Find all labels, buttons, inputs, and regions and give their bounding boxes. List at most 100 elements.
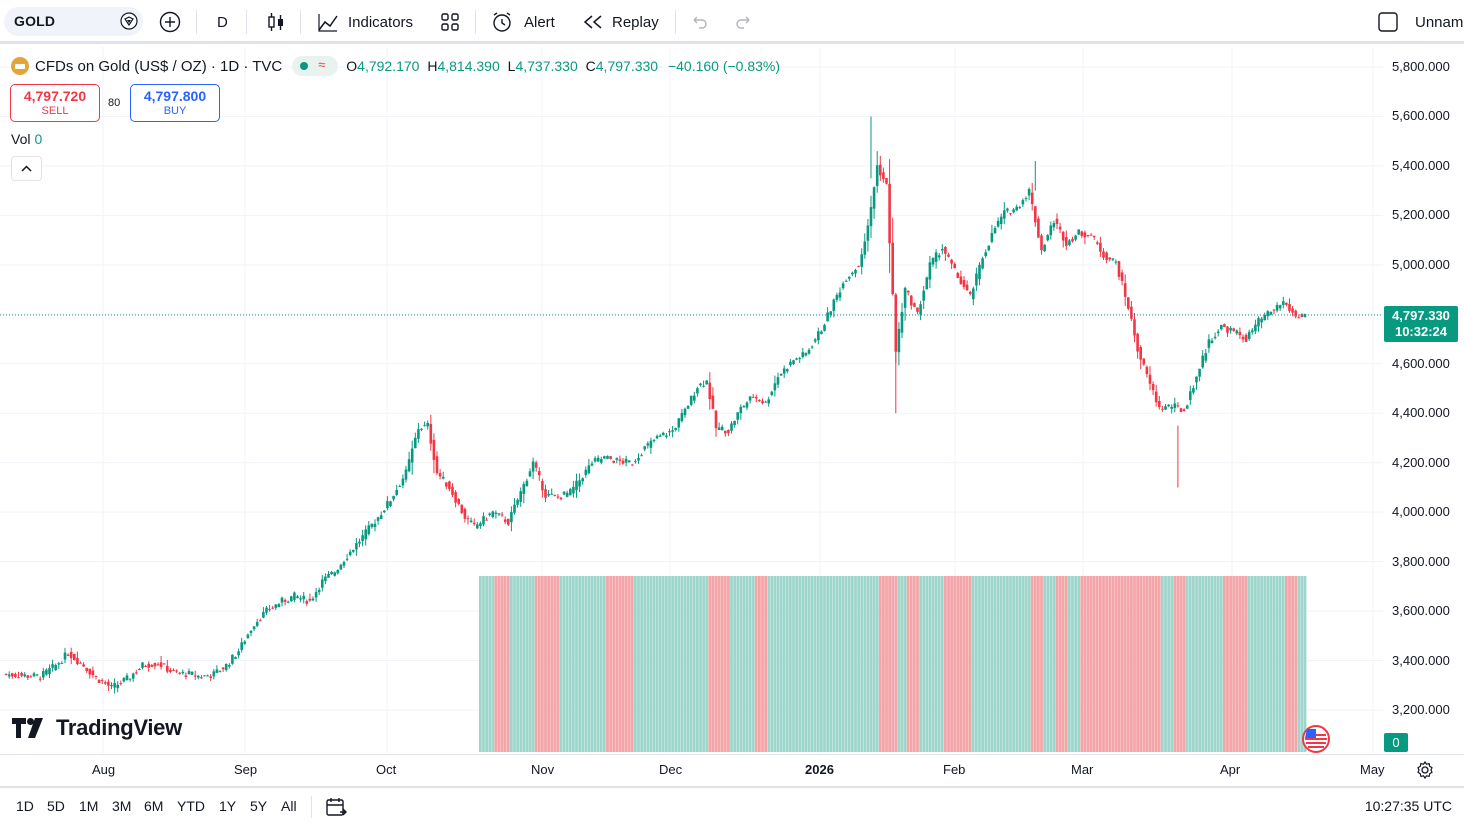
collapse-legend-button[interactable] <box>11 156 42 181</box>
range-1y-button[interactable]: 1Y <box>219 798 237 814</box>
candle-body <box>637 458 640 461</box>
candle-body <box>786 369 789 372</box>
candle-body <box>544 489 547 498</box>
volume-bar <box>674 576 678 752</box>
volume-bar <box>844 576 848 752</box>
range-5d-button[interactable]: 5D <box>47 798 65 814</box>
candle-body <box>1192 388 1195 393</box>
volume-bar <box>1263 576 1267 752</box>
price-tick-label: 4,200.000 <box>1392 454 1450 470</box>
sell-price: 4,797.720 <box>23 88 87 104</box>
candle-body <box>590 463 594 466</box>
candle-body <box>891 242 894 295</box>
candle-body <box>1204 353 1208 361</box>
candle-body <box>522 483 526 494</box>
volume-bar <box>606 576 609 752</box>
range-6m-button[interactable]: 6M <box>144 798 164 814</box>
tradingview-logo[interactable]: TradingView <box>12 715 182 741</box>
sell-button[interactable]: 4,797.720 SELL <box>10 84 100 122</box>
volume-bar <box>643 576 647 752</box>
candle-body <box>17 677 20 679</box>
buy-button[interactable]: 4,797.800 BUY <box>130 84 220 122</box>
chart-type-button[interactable] <box>265 8 287 36</box>
candle-body <box>1210 340 1214 344</box>
candle-body <box>82 664 85 667</box>
volume-bar <box>789 576 792 752</box>
price-tick-label: 4,400.000 <box>1392 405 1450 421</box>
volume-bar <box>513 576 516 752</box>
volume-bar <box>761 576 764 752</box>
indicators-button[interactable]: Indicators <box>316 8 413 36</box>
volume-label: Vol <box>11 131 31 147</box>
volume-bar <box>1232 576 1236 752</box>
volume-bar <box>919 576 922 752</box>
candle-body <box>835 294 839 300</box>
candle-body <box>773 383 777 391</box>
symbol-search[interactable]: GOLD <box>4 7 143 36</box>
volume-bar <box>531 576 535 752</box>
volume-bar <box>593 576 597 752</box>
candle-body <box>649 440 653 448</box>
range-all-button[interactable]: All <box>281 798 297 814</box>
market-status[interactable]: ≈ <box>292 56 339 76</box>
candle-body <box>494 512 498 515</box>
time-axis[interactable]: Aug Sep Oct Nov Dec 2026 Feb Mar Apr May <box>0 754 1464 784</box>
volume-bar <box>1198 576 1201 752</box>
candle-body <box>333 572 336 576</box>
candle-body <box>14 673 17 677</box>
candle-body <box>603 456 606 459</box>
us-flag-icon[interactable] <box>1302 725 1330 753</box>
candle-body <box>23 674 26 677</box>
symbol-title[interactable]: CFDs on Gold (US$ / OZ) · 1D · TVC <box>35 57 283 75</box>
candle-body <box>73 653 76 661</box>
range-1m-button[interactable]: 1M <box>79 798 99 814</box>
range-3m-button[interactable]: 3M <box>112 798 132 814</box>
replay-button[interactable]: Replay <box>582 8 659 36</box>
redo-icon <box>736 16 750 29</box>
volume-bar <box>913 576 916 752</box>
volume-legend[interactable]: Vol 0 <box>11 131 42 147</box>
volume-bar <box>720 576 724 752</box>
volume-bar <box>1260 576 1263 752</box>
candle-body <box>379 515 383 519</box>
range-5y-button[interactable]: 5Y <box>250 798 268 814</box>
candle-body <box>497 513 501 515</box>
candle-body <box>290 596 293 602</box>
candle-body <box>131 673 135 679</box>
layout-button[interactable]: Unnam <box>1377 8 1463 36</box>
interval-button[interactable]: D <box>217 8 228 36</box>
range-1d-button[interactable]: 1D <box>16 798 34 814</box>
volume-bar <box>903 576 907 752</box>
calendar-icon[interactable] <box>324 795 348 819</box>
candle-body <box>457 499 460 504</box>
candle-body <box>283 600 287 602</box>
volume-bar <box>1037 576 1040 752</box>
range-ytd-button[interactable]: YTD <box>177 798 205 814</box>
undo-button[interactable] <box>690 8 710 36</box>
volume-bar <box>497 576 501 752</box>
alert-button[interactable]: Alert <box>490 8 555 36</box>
high-value: 4,814.390 <box>437 58 500 74</box>
compare-button[interactable] <box>158 8 182 36</box>
candle-body <box>764 401 767 403</box>
interval-label: D <box>217 13 228 31</box>
utc-clock[interactable]: 10:27:35 UTC <box>1364 798 1452 814</box>
volume-bar <box>1213 576 1217 752</box>
volume-bar <box>708 576 712 752</box>
candle-body <box>107 681 110 686</box>
volume-bar <box>1291 576 1294 752</box>
redo-button[interactable] <box>733 8 753 36</box>
candle-body <box>758 399 761 402</box>
candle-body <box>658 435 662 437</box>
candle-body <box>581 478 584 482</box>
settings-gear-icon[interactable] <box>1415 760 1435 780</box>
candle-body <box>479 523 482 527</box>
candle-body <box>990 232 994 242</box>
volume-bar <box>1229 576 1232 752</box>
volume-bar <box>764 576 767 752</box>
candle-body <box>491 511 495 517</box>
templates-button[interactable] <box>438 8 462 36</box>
candle-body <box>386 501 389 509</box>
candle-body <box>246 634 250 638</box>
